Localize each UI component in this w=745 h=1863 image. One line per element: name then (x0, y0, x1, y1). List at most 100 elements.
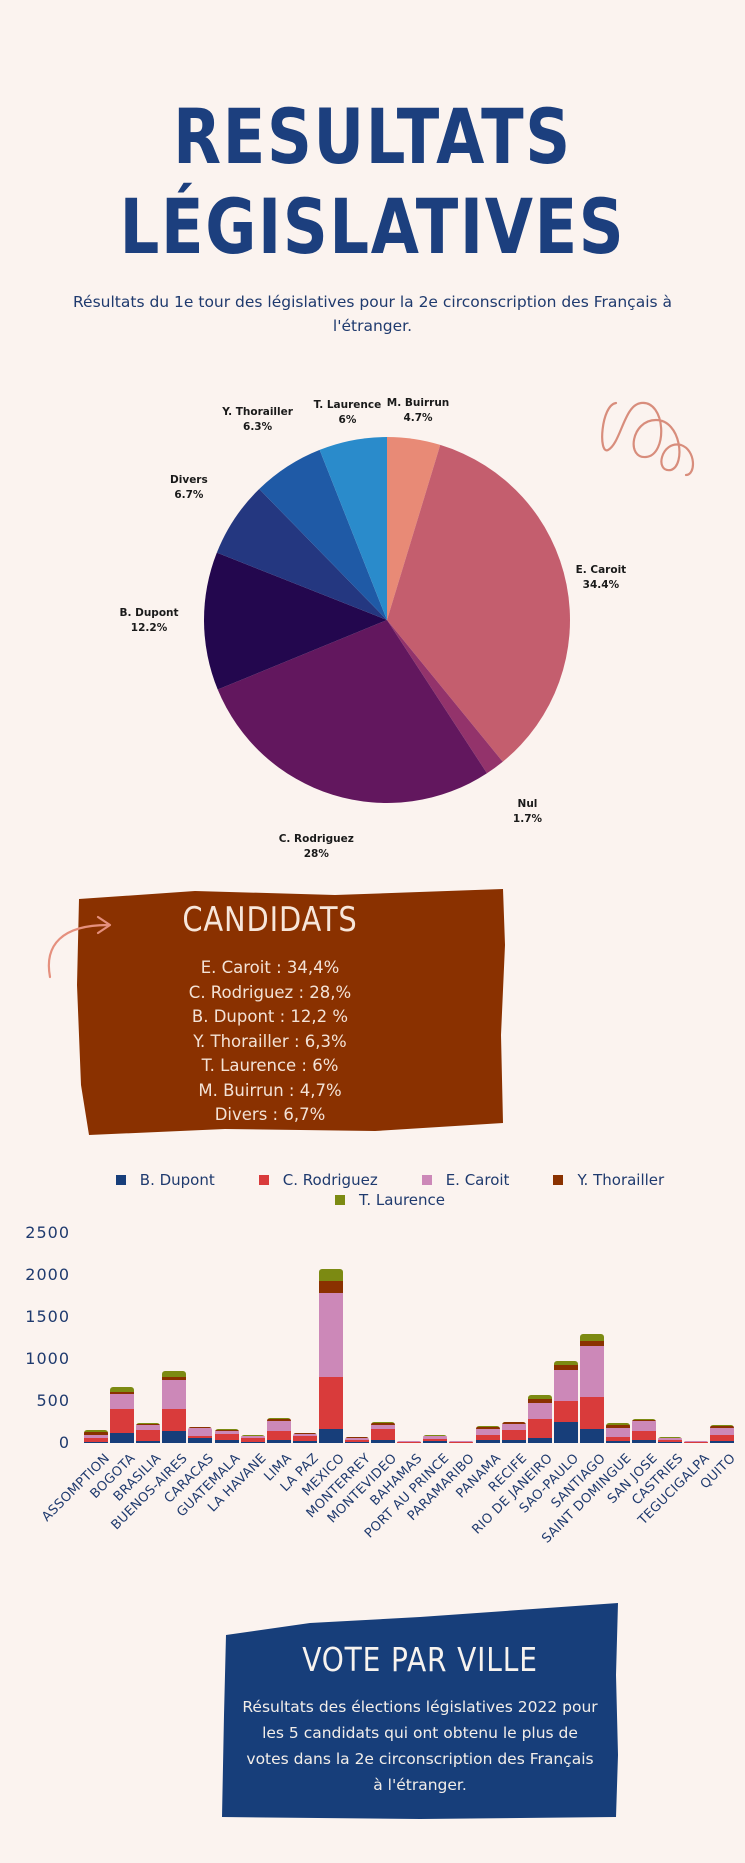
bar-segment (371, 1428, 396, 1441)
bar-segment (266, 1419, 291, 1422)
pie-label: B. Dupont 12.2% (119, 607, 179, 635)
bar-segment (292, 1441, 317, 1443)
bar-chart-legend: B. Dupont C. Rodriguez E. Caroit Y. Thor… (100, 1170, 680, 1210)
page-title-line2: LÉGISLATIVES (119, 182, 626, 271)
pie-label: T. Laurence 6% (313, 398, 382, 426)
bar-segment (84, 1432, 108, 1435)
bar-segment (371, 1422, 396, 1424)
bar-segment (214, 1433, 239, 1440)
bar-segment (475, 1426, 500, 1428)
bar-stack (266, 1417, 291, 1443)
pie-label: Nul 1.7% (512, 798, 543, 826)
bar-segment (475, 1440, 500, 1443)
bar-segment (240, 1437, 265, 1443)
y-axis-tick: 1500 (25, 1307, 70, 1326)
bar-segment (162, 1431, 187, 1443)
bar-stack (214, 1428, 239, 1443)
vote-box-title: VOTE PAR VILLE (302, 1640, 538, 1679)
bar-segment (423, 1441, 448, 1443)
legend-swatch (334, 1195, 345, 1205)
bar-segment (266, 1439, 291, 1443)
bar-segment (606, 1441, 630, 1443)
bar-segment (527, 1395, 552, 1400)
bar-segment (318, 1428, 343, 1443)
bar-segment (658, 1442, 683, 1443)
bar-segment (162, 1370, 187, 1377)
bar-segment (527, 1419, 552, 1438)
bar-segment (318, 1293, 343, 1378)
bar-stack (527, 1395, 552, 1443)
bar-segment (606, 1437, 630, 1442)
bar-segment (162, 1408, 187, 1432)
legend-swatch (115, 1175, 126, 1185)
bar-segment (136, 1441, 161, 1443)
bar-segment (527, 1399, 552, 1403)
bar-segment (345, 1437, 369, 1441)
bar-segment (501, 1422, 526, 1424)
bar-segment (84, 1430, 108, 1433)
bar-stack (292, 1432, 317, 1443)
pie-label: E. Caroit 34.4% (575, 563, 627, 591)
bar-stack (579, 1333, 604, 1443)
vote-box-background (222, 1603, 618, 1819)
bar-stack (371, 1422, 396, 1443)
bar-segment (684, 1441, 709, 1443)
bar-segment (371, 1424, 396, 1429)
candidate-item: M. Buirrun : 4,7% (198, 1080, 342, 1100)
bar-stack (423, 1435, 448, 1443)
candidate-item: B. Dupont : 12,2 % (191, 1007, 349, 1026)
bar-segment (527, 1437, 552, 1443)
legend-swatch (421, 1175, 432, 1185)
bar-segment (266, 1431, 291, 1440)
bar-segment (371, 1423, 396, 1425)
legend-swatch (553, 1175, 564, 1185)
pie-label: Divers 6.7% (170, 474, 208, 502)
legend-item-dupont: B. Dupont (115, 1170, 215, 1190)
bar-segment (553, 1421, 578, 1443)
bar-segment (84, 1442, 108, 1443)
bar-segment (214, 1428, 239, 1430)
pie-slice (217, 620, 487, 803)
bar-segment (136, 1430, 161, 1442)
bar-segment (292, 1436, 317, 1442)
candidates-box-background (77, 889, 505, 1135)
bar-segment (136, 1422, 161, 1424)
bar-segment (710, 1427, 735, 1435)
candidates-list: E. Caroit : 34,4% C. Rodriguez : 28,% B.… (130, 956, 410, 1128)
bar-segment (501, 1439, 526, 1443)
bar-segment (501, 1421, 526, 1423)
candidate-item: Divers : 6,7% (214, 1105, 326, 1124)
bar-segment (475, 1428, 500, 1435)
bar-segment (397, 1441, 422, 1443)
bar-segment (110, 1409, 135, 1433)
legend-item-thorailler: Y. Thorailler (553, 1170, 664, 1190)
bar-segment (188, 1436, 213, 1438)
bar-segment (710, 1434, 735, 1442)
bar-segment (188, 1427, 213, 1428)
bar-segment (345, 1441, 369, 1443)
bar-segment (527, 1402, 552, 1420)
bar-segment (110, 1394, 135, 1410)
bar-segment (475, 1427, 500, 1429)
bar-segment (110, 1386, 135, 1392)
bar-segment (553, 1400, 578, 1422)
bar-segment (579, 1333, 604, 1342)
bar-segment (553, 1360, 578, 1365)
bar-segment (292, 1432, 317, 1434)
bar-segment (658, 1437, 683, 1441)
bar-segment (501, 1430, 526, 1440)
bar-stack (84, 1430, 108, 1443)
bar-segment (449, 1441, 474, 1443)
bar-segment (579, 1341, 604, 1346)
bar-segment (318, 1377, 343, 1429)
pie-slice (387, 437, 441, 620)
pie-label: Y. Thorailler 6.3% (222, 406, 293, 434)
bar-segment (553, 1364, 578, 1370)
candidate-item: C. Rodriguez : 28,% (188, 982, 352, 1002)
pie-slice (203, 552, 387, 690)
bar-stack (110, 1386, 135, 1443)
legend-item-laurence: T. Laurence (334, 1190, 445, 1210)
bar-segment (266, 1421, 291, 1432)
bar-segment (632, 1421, 657, 1432)
bar-segment (579, 1345, 604, 1397)
